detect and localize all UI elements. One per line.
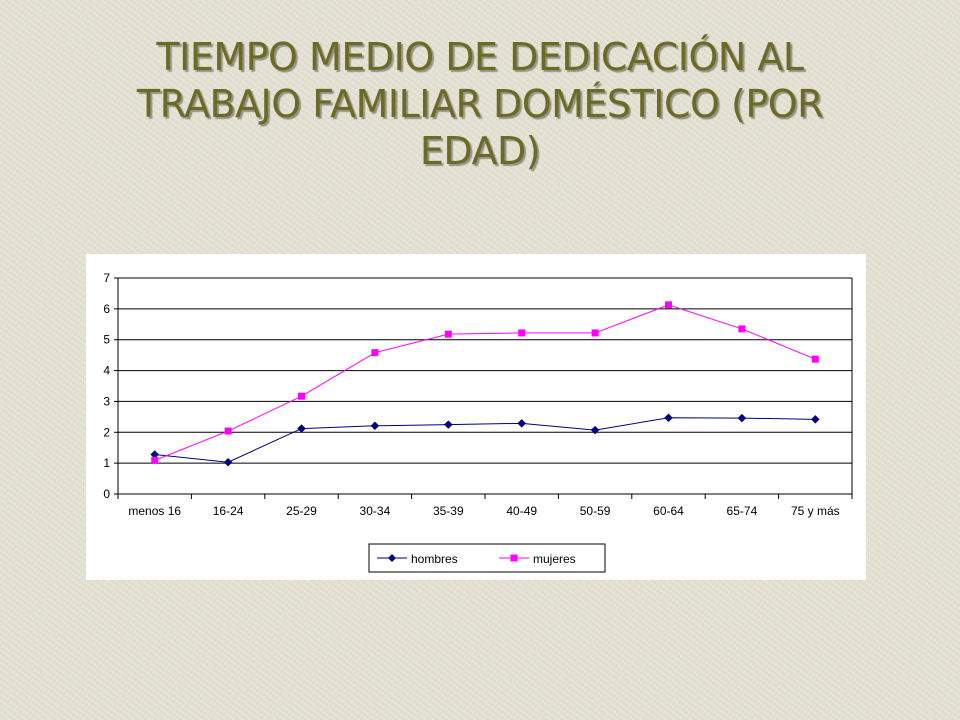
x-tick-label: 65-74 <box>727 504 758 518</box>
y-tick-label: 5 <box>103 333 110 347</box>
y-tick-label: 0 <box>103 487 110 501</box>
legend-box <box>368 543 606 573</box>
point-hombres <box>517 418 527 428</box>
point-mujeres <box>298 392 305 400</box>
point-hombres <box>223 457 233 467</box>
line-chart: 0 1 2 3 4 5 6 7 menos 16 16-24 25-29 30-34 35-39 40-4… <box>103 271 853 573</box>
series-line-hombres <box>154 417 816 463</box>
x-tick-label: 75 y más <box>791 504 840 518</box>
y-tick-label: 4 <box>103 364 110 378</box>
y-tick-label: 7 <box>103 271 110 285</box>
point-mujeres <box>738 325 746 333</box>
slide-title: TIEMPO MEDIO DE DEDICACIÓN AL TRABAJO FA… <box>60 34 900 175</box>
y-tick-label: 1 <box>103 456 110 470</box>
slide-title-line-2: TRABAJO FAMILIAR DOMÉSTICO (POR <box>136 82 824 126</box>
x-tick-label: 16-24 <box>213 504 244 518</box>
point-hombres <box>810 414 820 424</box>
point-mujeres <box>224 427 232 435</box>
series-line-mujeres <box>154 304 816 461</box>
legend: hombres mujeres <box>368 543 606 573</box>
legend-label-hombres: hombres <box>411 552 458 566</box>
x-tick-label: 35-39 <box>433 504 464 518</box>
chart-panel: 0 1 2 3 4 5 6 7 menos 16 16-24 25-29 30-34 35-39 40-4… <box>86 254 866 580</box>
y-tick-label: 6 <box>103 302 110 316</box>
point-mujeres <box>591 329 599 337</box>
gridlines <box>118 277 852 464</box>
point-hombres <box>664 413 673 423</box>
point-hombres <box>737 413 747 423</box>
x-tick-label: 60-64 <box>653 504 684 518</box>
slide-title-line-1: TIEMPO MEDIO DE DEDICACIÓN AL <box>156 35 804 79</box>
point-hombres <box>590 425 600 435</box>
x-tick-label: menos 16 <box>128 504 181 518</box>
x-tick-label: 40-49 <box>506 504 537 518</box>
legend-label-mujeres: mujeres <box>533 552 576 566</box>
point-mujeres <box>811 355 819 363</box>
point-mujeres <box>665 301 672 309</box>
point-hombres <box>443 420 453 429</box>
point-hombres <box>370 421 380 431</box>
point-hombres <box>297 424 306 433</box>
legend-marker-mujeres <box>510 554 518 562</box>
point-mujeres <box>151 456 159 464</box>
axes: 0 1 2 3 4 5 6 7 menos 16 16-24 25-29 30-34 35-39 40-4… <box>103 271 853 518</box>
x-tick-label: 50-59 <box>580 504 611 518</box>
x-tick-label: 25-29 <box>286 504 317 518</box>
y-tick-label: 2 <box>103 425 110 439</box>
legend-marker-hombres <box>388 554 396 562</box>
point-mujeres <box>371 349 379 357</box>
y-tick-label: 3 <box>103 394 110 408</box>
point-mujeres <box>518 329 526 337</box>
point-mujeres <box>444 330 452 338</box>
slide-title-line-3: EDAD) <box>419 129 541 173</box>
series-lines <box>150 301 820 467</box>
x-tick-label: 30-34 <box>360 504 391 518</box>
